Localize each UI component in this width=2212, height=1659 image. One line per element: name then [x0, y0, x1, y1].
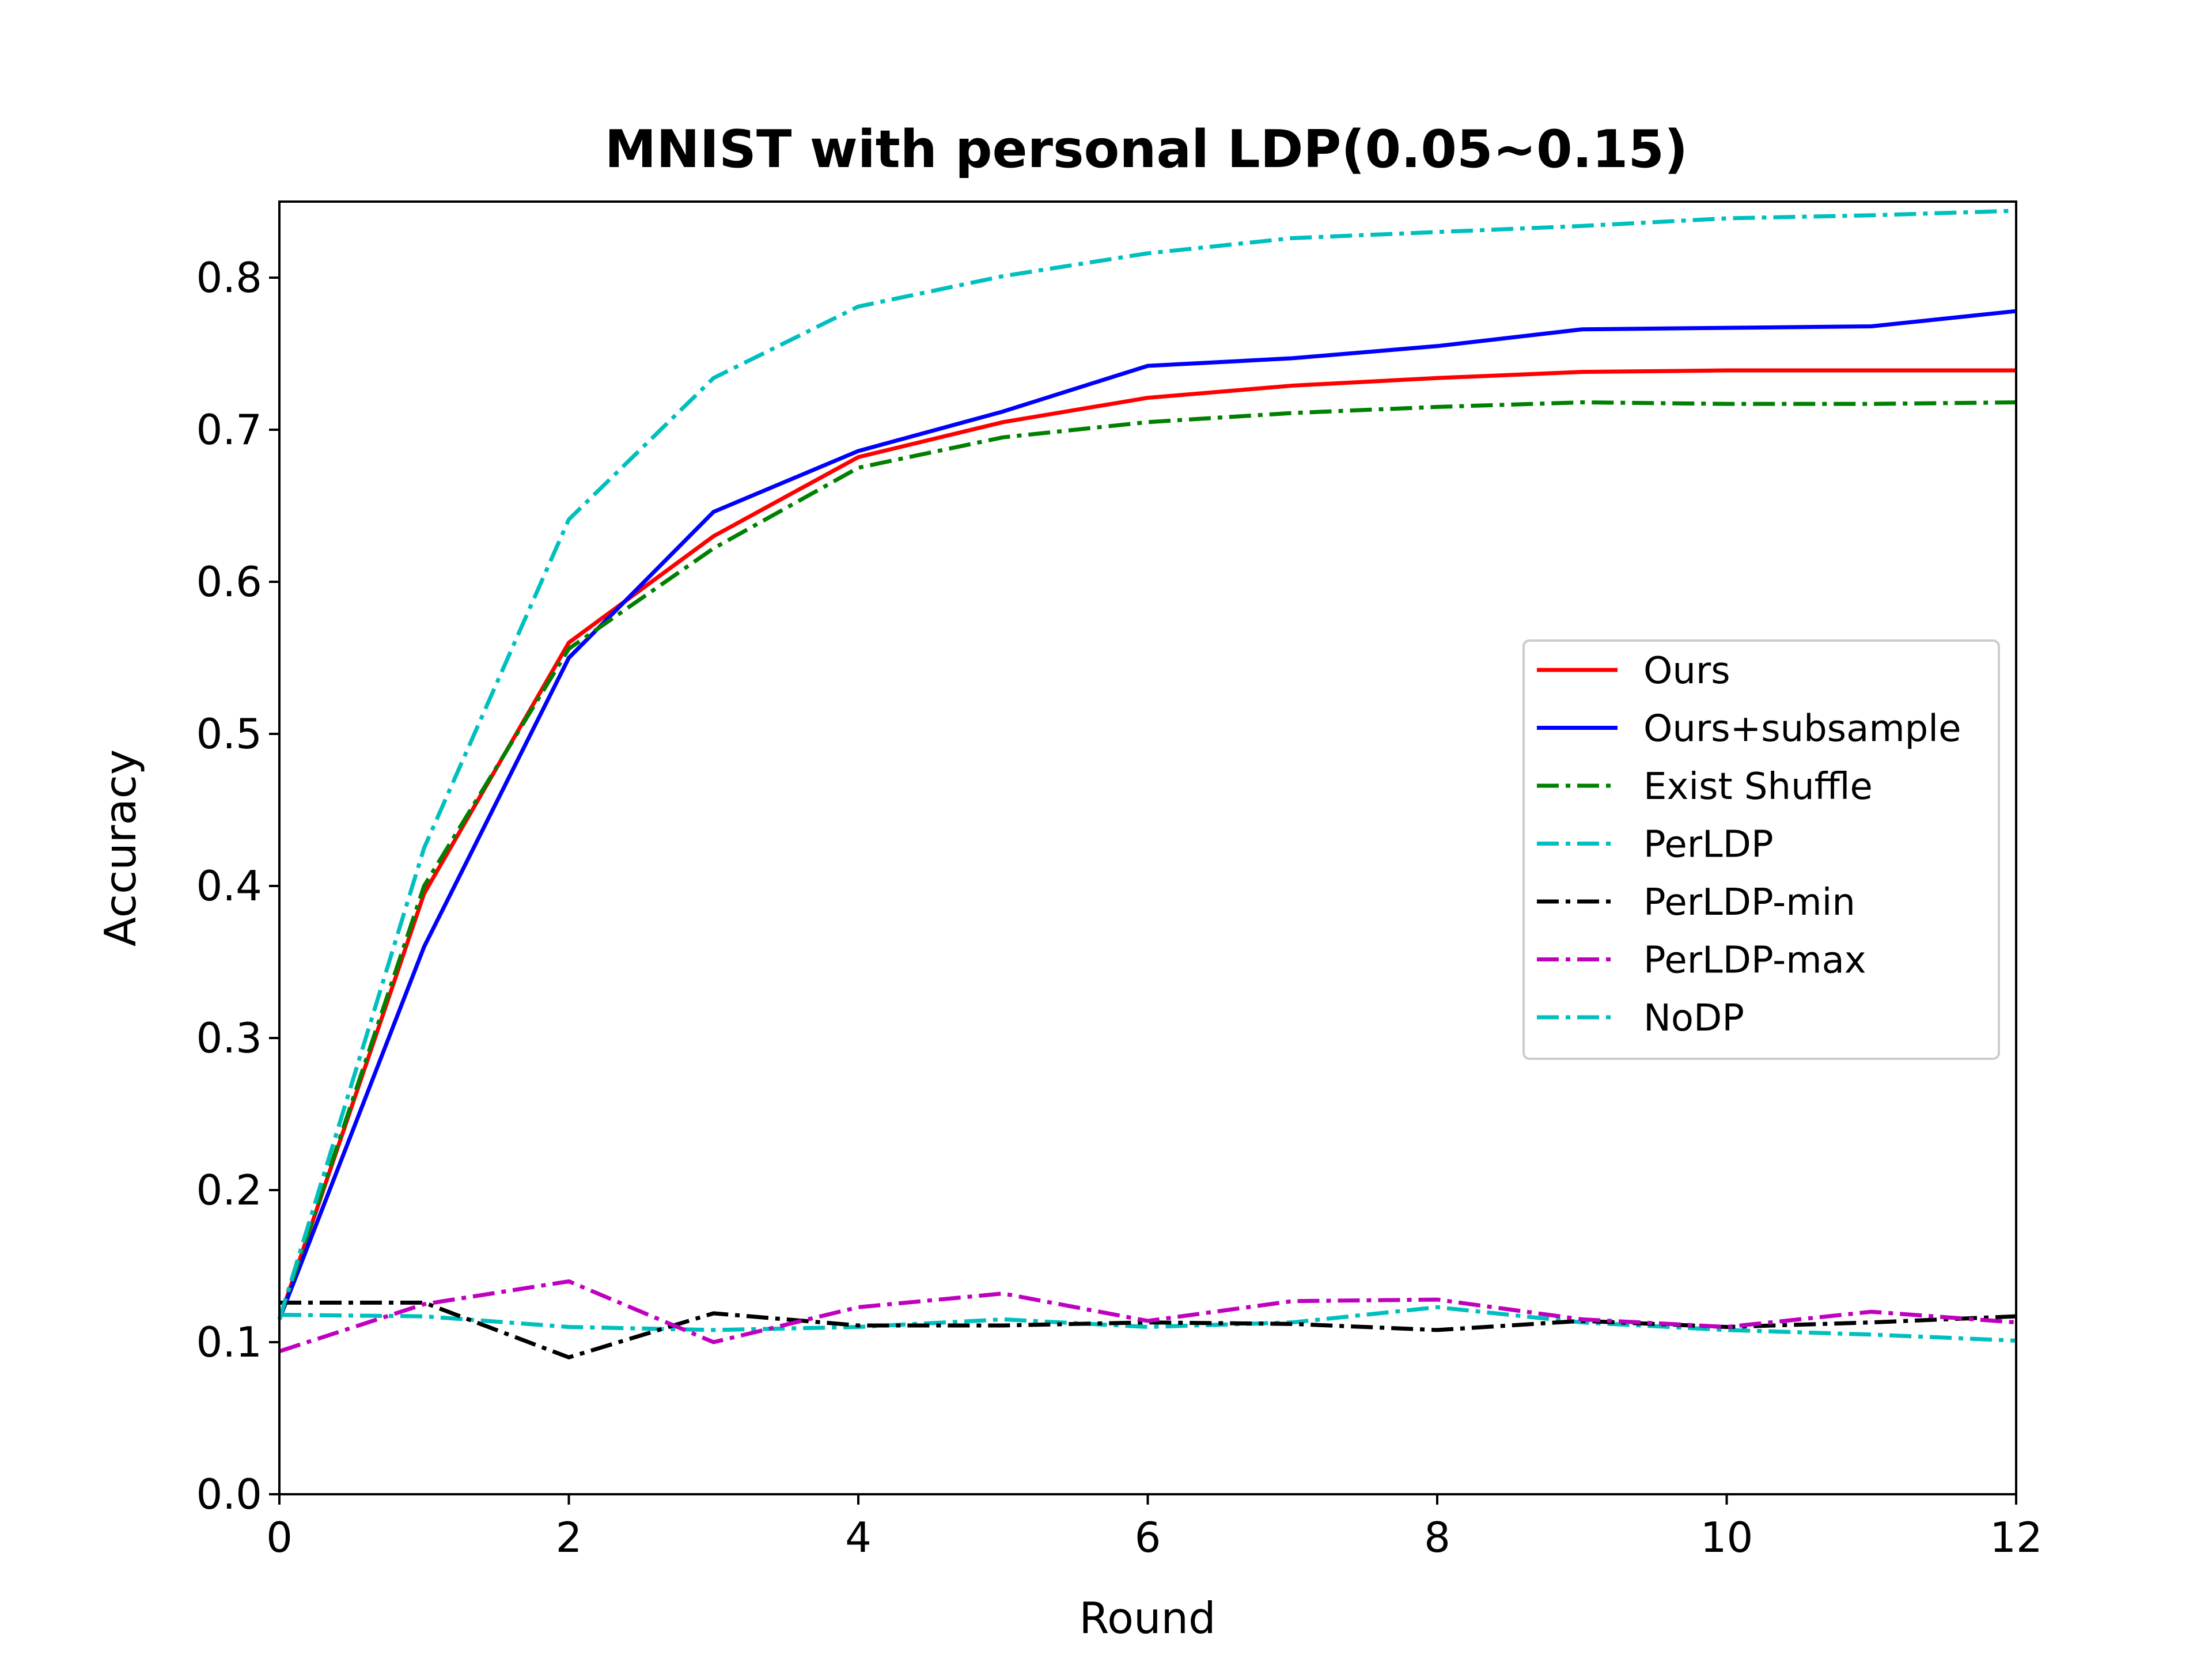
legend-label-perldp-min: PerLDP-min — [1643, 881, 1855, 924]
legend-label-ours: Ours — [1643, 650, 1730, 692]
legend-label-exist-shuffle: Exist Shuffle — [1643, 766, 1873, 808]
x-tick-label: 12 — [1990, 1513, 2043, 1562]
series-layer — [277, 209, 2017, 1359]
y-tick-label: 0.0 — [196, 1470, 262, 1518]
legend-label-perldp-max: PerLDP-max — [1643, 940, 1866, 982]
chart-title: MNIST with personal LDP(0.05~0.15) — [605, 119, 1688, 180]
x-tick-label: 4 — [845, 1513, 872, 1562]
x-tick-label: 10 — [1700, 1513, 1753, 1562]
legend-box — [1522, 639, 2000, 1060]
y-tick-label: 0.2 — [196, 1166, 262, 1214]
y-tick-label: 0.8 — [196, 253, 262, 302]
y-tick-label: 0.6 — [196, 558, 262, 606]
x-tick-label: 6 — [1135, 1513, 1161, 1562]
x-axis-label: Round — [1079, 1593, 1215, 1643]
legend: Ours Ours+subsample Exist Shuffle PerLDP Per… — [1522, 639, 2000, 1060]
legend-label-perldp: PerLDP — [1643, 824, 1774, 866]
y-tick-label: 0.1 — [196, 1318, 262, 1366]
y-tick-label: 0.5 — [196, 710, 262, 758]
x-tick-label: 8 — [1424, 1513, 1450, 1562]
series-line-perldp — [279, 1305, 2017, 1343]
series-line-exist-shuffle — [277, 400, 2017, 1320]
series-line-perldp-max — [278, 1279, 2017, 1354]
series-line-ours-subsample — [277, 309, 2017, 1320]
x-axis: 0 2 4 6 8 10 12 — [266, 1494, 2043, 1562]
y-axis-label: Accuracy — [95, 749, 146, 946]
series-line-nodp — [277, 209, 2017, 1320]
x-tick-label: 2 — [556, 1513, 582, 1562]
x-tick-label: 0 — [266, 1513, 293, 1562]
y-axis: 0.0 0.1 0.2 0.3 0.4 0.5 0.6 0.7 0.8 — [196, 253, 279, 1518]
legend-label-nodp: NoDP — [1643, 997, 1744, 1040]
series-line-ours — [277, 368, 2016, 1320]
legend-label-ours-subsample: Ours+subsample — [1643, 708, 1961, 751]
series-line-perldp-min — [279, 1300, 2017, 1359]
y-tick-label: 0.3 — [196, 1014, 262, 1062]
y-tick-label: 0.4 — [196, 862, 262, 910]
y-tick-label: 0.7 — [196, 406, 262, 454]
